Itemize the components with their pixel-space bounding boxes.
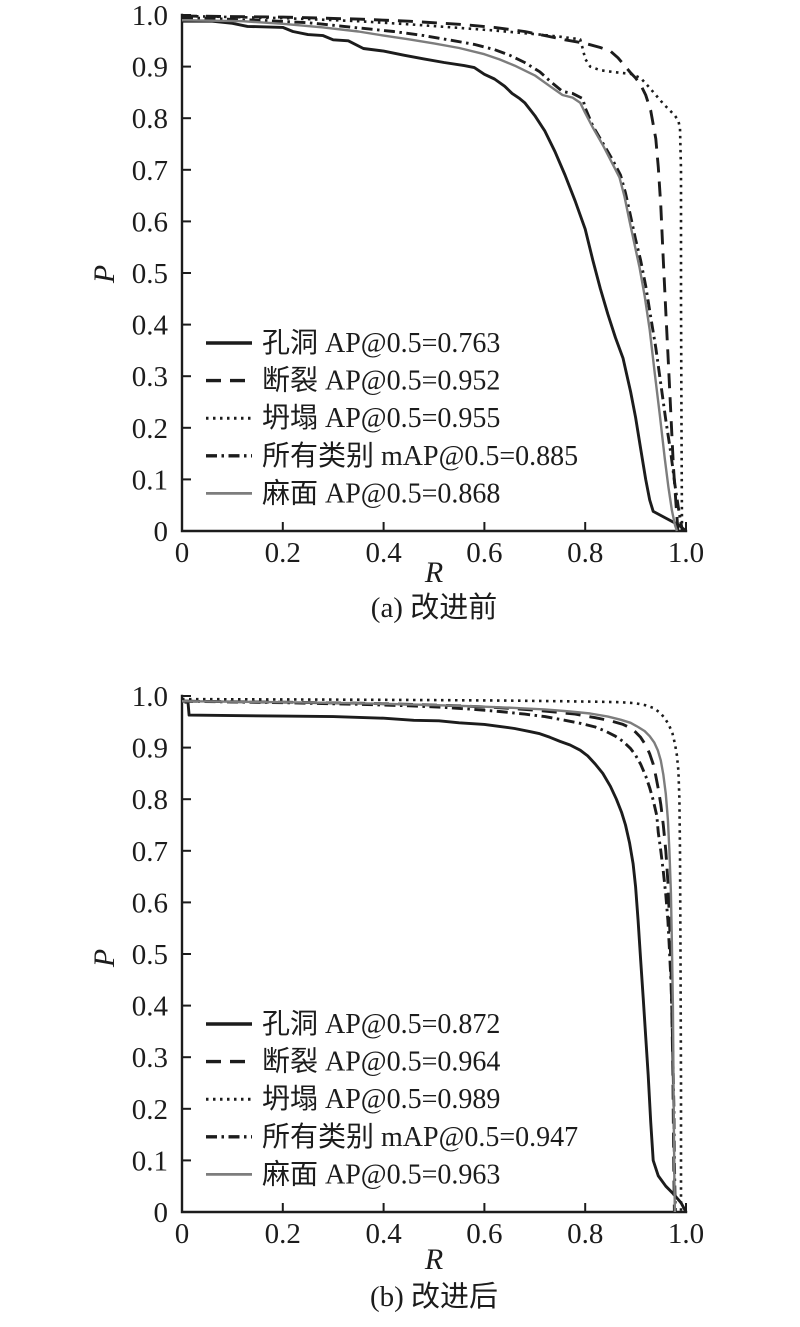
- x-tick-label: 0.6: [466, 1218, 502, 1250]
- y-tick-label: 0.2: [132, 413, 168, 445]
- pr-plot-before: 0 0.1 0.2 0.3 0.4 0.5 0.6 0.7 0.8 0.9 1.0 0 0.2 0.4 0.…: [132, 0, 704, 569]
- legend-label-fracture: 断裂 AP@0.5=0.952: [262, 365, 500, 397]
- y-tick-label: 0.7: [132, 155, 168, 187]
- y-tick-label: 0.8: [132, 784, 168, 816]
- y-tick-label: 0.6: [132, 206, 168, 238]
- y-tick-label: 0.1: [132, 1145, 168, 1177]
- y-tick-label: 0.9: [132, 733, 168, 765]
- legend: 孔洞 AP@0.5=0.872 断裂 AP@0.5=0.964 坍塌 AP@0.5=…: [206, 1009, 578, 1190]
- y-tick-label: 0.4: [132, 310, 169, 342]
- x-tick-label: 0.4: [365, 537, 402, 569]
- legend-label-all-classes: 所有类别 mAP@0.5=0.885: [262, 440, 578, 472]
- y-axis-label: P: [88, 948, 121, 968]
- y-tick-label: 0.5: [132, 258, 168, 290]
- x-tick-label: 0.8: [567, 1218, 603, 1250]
- curve-collapse: [181, 14, 684, 532]
- curve-pitted-surface: [181, 700, 677, 1213]
- y-tick-label: 1.0: [132, 681, 168, 713]
- legend-label-fracture: 断裂 AP@0.5=0.964: [262, 1046, 500, 1078]
- y-tick-label: 0.8: [132, 103, 168, 135]
- y-tick-label: 0.7: [132, 836, 168, 868]
- chart-caption: (b) 改进后: [369, 1281, 499, 1313]
- y-tick-label: 1.0: [132, 0, 168, 32]
- legend-label-hole: 孔洞 AP@0.5=0.872: [262, 1009, 500, 1040]
- y-tick-label: 0.9: [132, 52, 168, 84]
- x-tick-label: 0.2: [265, 1218, 301, 1250]
- legend: 孔洞 AP@0.5=0.763 断裂 AP@0.5=0.952 坍塌 AP@0.5=…: [206, 328, 578, 509]
- curve-all-classes: [181, 16, 684, 532]
- legend-label-pitted-surface: 麻面 AP@0.5=0.868: [262, 477, 500, 509]
- y-tick-label: 0.3: [132, 1042, 168, 1074]
- x-axis-label: R: [424, 1243, 444, 1276]
- legend-label-pitted-surface: 麻面 AP@0.5=0.963: [262, 1158, 500, 1190]
- curve-fracture: [181, 14, 680, 532]
- curve-hole: [184, 700, 688, 1213]
- curve-collapse: [181, 697, 683, 1212]
- x-axis-label: R: [424, 556, 444, 589]
- y-axis-label: P: [88, 264, 121, 284]
- y-tick-label: 0.3: [132, 361, 168, 393]
- legend-label-collapse: 坍塌 AP@0.5=0.955: [262, 403, 500, 434]
- plot-area: 0 0.1 0.2 0.3 0.4 0.5 0.6 0.7 0.8 0.9 1.0 0 0.2 0.4 0.…: [132, 681, 704, 1250]
- x-tick-label: 0.6: [466, 537, 502, 569]
- legend-label-hole: 孔洞 AP@0.5=0.763: [262, 328, 500, 359]
- legend-label-collapse: 坍塌 AP@0.5=0.989: [262, 1084, 500, 1115]
- y-tick-label: 0.1: [132, 464, 168, 496]
- y-tick-label: 0: [154, 1197, 169, 1229]
- y-tick-label: 0: [154, 516, 169, 548]
- legend-label-all-classes: 所有类别 mAP@0.5=0.947: [262, 1121, 578, 1153]
- curve-pitted-surface: [181, 19, 679, 532]
- chart-caption: (a) 改进前: [370, 592, 498, 624]
- x-tick-label: 0: [175, 537, 190, 569]
- x-tick-label: 1.0: [668, 537, 704, 569]
- plot-area: 0 0.1 0.2 0.3 0.4 0.5 0.6 0.7 0.8 0.9 1.0 0 0.2 0.4 0.…: [132, 0, 704, 569]
- x-tick-label: 0.8: [567, 537, 603, 569]
- x-tick-label: 1.0: [668, 1218, 704, 1250]
- curve-all-classes: [181, 699, 677, 1213]
- x-tick-label: 0.4: [365, 1218, 402, 1250]
- x-tick-label: 0: [175, 1218, 190, 1250]
- pr-plot-after: 0 0.1 0.2 0.3 0.4 0.5 0.6 0.7 0.8 0.9 1.0 0 0.2 0.4 0.…: [132, 681, 704, 1250]
- y-tick-label: 0.5: [132, 939, 168, 971]
- x-tick-label: 0.2: [265, 537, 301, 569]
- y-tick-label: 0.2: [132, 1094, 168, 1126]
- y-tick-label: 0.4: [132, 991, 169, 1023]
- curve-hole: [182, 19, 687, 533]
- y-tick-label: 0.6: [132, 887, 168, 919]
